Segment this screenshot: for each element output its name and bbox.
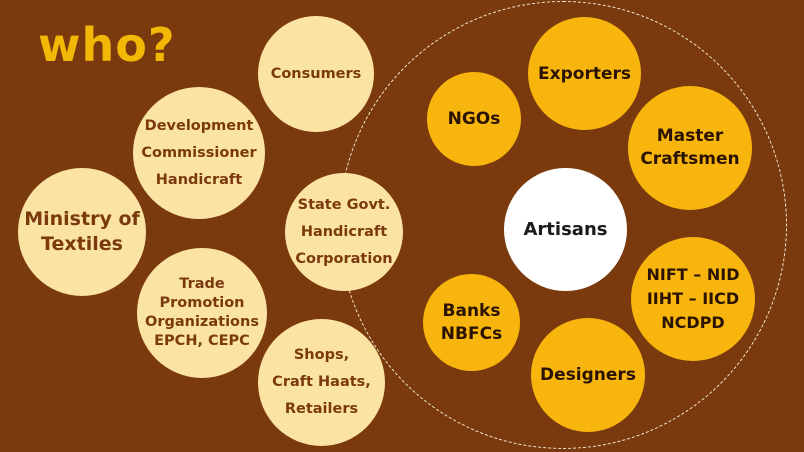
master-craftsmen-bubble: Master Craftsmen xyxy=(628,86,752,210)
bubble-text-line: Retailers xyxy=(284,401,359,417)
designers-bubble: Designers xyxy=(531,318,645,432)
ministry-of-textiles-label: Ministry of Textiles xyxy=(24,207,140,257)
institutes-bubble: NIFT – NID IIHT – IICD NCDPD xyxy=(631,237,755,361)
ministry-of-textiles-bubble: Ministry of Textiles xyxy=(18,168,146,296)
bubble-text-line: Trade xyxy=(179,276,225,292)
bubble-text-line: Craft Haats, xyxy=(272,374,371,390)
banks-nbfcs-bubble: Banks NBFCs xyxy=(423,274,520,371)
bubble-text-line: Exporters xyxy=(538,63,631,84)
banks-nbfcs-label: Banks NBFCs xyxy=(441,300,502,346)
state-govt-label: State Govt. Handicraft Corporation xyxy=(295,192,392,273)
development-commissioner-bubble: Development Commissioner Handicraft xyxy=(133,87,265,219)
bubble-text-line: Consumers xyxy=(270,66,362,82)
bubble-text-line: Development xyxy=(144,117,254,134)
bubble-text-line: Textiles xyxy=(41,233,123,255)
development-commissioner-label: Development Commissioner Handicraft xyxy=(141,113,256,194)
bubble-text-line: IIHT – IICD xyxy=(646,289,740,308)
artisans-label: Artisans xyxy=(523,219,608,240)
bubble-text-line: Handicraft xyxy=(300,223,388,240)
trade-promotion-bubble: Trade Promotion Organizations EPCH, CEPC xyxy=(137,248,267,378)
bubble-text-line: NCDPD xyxy=(661,313,725,332)
trade-promotion-label: Trade Promotion Organizations EPCH, CEPC xyxy=(145,275,259,351)
bubble-text-line: Craftsmen xyxy=(640,149,740,169)
consumers-label: Consumers xyxy=(271,66,362,82)
exporters-label: Exporters xyxy=(538,64,631,84)
bubble-text-line: Banks xyxy=(442,300,501,321)
bubble-text-line: Master xyxy=(656,126,724,146)
shops-bubble: Shops, Craft Haats, Retailers xyxy=(258,319,385,446)
bubble-text-line: Ministry of xyxy=(24,208,140,230)
bubble-text-line: Corporation xyxy=(295,250,393,267)
page-title: who? xyxy=(38,18,176,72)
bubble-text-line: Handicraft xyxy=(155,171,243,188)
bubble-text-line: NIFT – NID xyxy=(646,265,740,284)
bubble-text-line: Organizations xyxy=(145,314,259,330)
master-craftsmen-label: Master Craftsmen xyxy=(640,125,739,171)
bubble-text-line: NGOs xyxy=(447,109,501,129)
consumers-bubble: Consumers xyxy=(258,16,374,132)
exporters-bubble: Exporters xyxy=(528,17,641,130)
ngos-label: NGOs xyxy=(448,109,501,129)
bubble-text-line: EPCH, CEPC xyxy=(154,333,250,349)
institutes-label: NIFT – NID IIHT – IICD NCDPD xyxy=(647,263,740,335)
bubble-text-line: Shops, xyxy=(293,347,350,363)
designers-label: Designers xyxy=(540,365,636,385)
bubble-text-line: NBFCs xyxy=(440,323,503,344)
bubble-text-line: Designers xyxy=(540,365,636,385)
ngos-bubble: NGOs xyxy=(427,72,521,166)
bubble-text-line: Commissioner xyxy=(141,144,257,161)
bubble-text-line: Promotion xyxy=(159,295,245,311)
bubble-text-line: State Govt. xyxy=(297,196,391,213)
artisans-center-bubble: Artisans xyxy=(504,168,627,291)
shops-label: Shops, Craft Haats, Retailers xyxy=(272,342,371,423)
state-govt-bubble: State Govt. Handicraft Corporation xyxy=(285,173,403,291)
